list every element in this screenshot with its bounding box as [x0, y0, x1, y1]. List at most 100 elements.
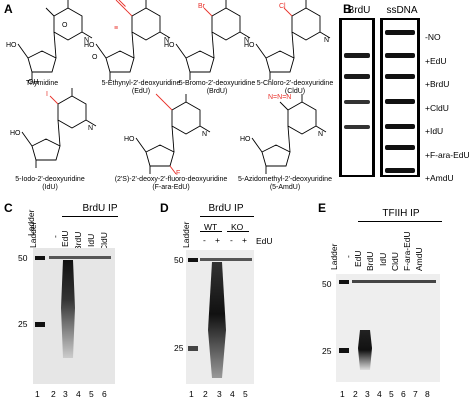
lane-number: 5: [389, 389, 394, 399]
mw-marker-50: 50: [322, 279, 332, 289]
atom-label-n: N: [84, 37, 90, 44]
lane-number: 2: [203, 389, 208, 399]
band-row-50: [352, 280, 436, 283]
atom-label-i: I: [46, 91, 48, 98]
compound-name-f-ara-edu: (2'S)-2'-deoxy-2'-fluoro-deoxyuridine (F-…: [114, 176, 228, 191]
group-bracket-wt: [200, 231, 222, 232]
lane-number: 1: [189, 389, 194, 399]
row-label-cldu: +CldU: [425, 102, 449, 113]
sign-label: -: [230, 235, 233, 245]
lane-label-amdu: AmdU: [414, 247, 424, 271]
lane-number: 3: [63, 389, 68, 399]
lane-number: 1: [340, 389, 345, 399]
lane-number: 4: [76, 389, 81, 399]
gel-title-e: TFIIH IP: [382, 208, 420, 219]
atom-label-n: N: [244, 37, 250, 44]
slot-blot-brdu: [339, 18, 375, 177]
atom-label-cl: Cl: [279, 3, 286, 10]
lane-label-edu: EdU: [60, 230, 70, 247]
band-ssdna-idu: [385, 124, 415, 129]
atom-label-azide: N=N=N: [268, 94, 292, 101]
slot-blot-bands: [344, 30, 415, 173]
atom-label-f: F: [176, 170, 181, 177]
group-bracket-ko: [227, 231, 249, 232]
mw-marker-50: 50: [18, 253, 28, 263]
atom-label-oh: OH: [28, 79, 39, 86]
lane-number: 7: [413, 389, 418, 399]
lane-label-brdu: BrdU: [365, 251, 375, 271]
compound-name-brdu: 5-Bromo-2'-deoxyuridine (BrdU): [178, 80, 256, 95]
lane-label-ladder: Ladder: [28, 221, 38, 248]
band-row-50: [200, 258, 252, 261]
mw-marker-25: 25: [322, 346, 332, 356]
band-ssdna-f-ara-edu: [385, 145, 415, 150]
row-label-edu: +EdU: [425, 55, 447, 66]
lane-label-cldu: CldU: [390, 252, 400, 271]
atom-label-ho: HO: [84, 42, 95, 49]
compound-name-amdu: 5-Azidomethyl-2'-deoxyuridine (5-AmdU): [238, 176, 332, 191]
band-brdu-cldu: [344, 100, 370, 104]
row-label-amdu: +AmdU: [425, 173, 454, 183]
gel-image-d: [186, 250, 254, 384]
gel-image-c: [33, 248, 115, 384]
lane-number: 6: [102, 389, 107, 399]
atom-label-o: O: [92, 54, 98, 61]
mw-marker-50: 50: [174, 255, 184, 265]
band-ssdna-amdu: [385, 168, 415, 173]
mw-marker-25: 25: [18, 319, 28, 329]
lane-label-idu: IdU: [86, 233, 96, 247]
atom-label-ho: HO: [6, 42, 17, 49]
row-label-brdu: +BrdU: [425, 79, 450, 89]
wt-edu-smear: [208, 262, 226, 378]
ladder-band-50: [188, 258, 198, 262]
ladder-band-25: [339, 348, 349, 353]
band-ssdna-cldu: [385, 99, 415, 104]
atom-label-n: N: [164, 37, 170, 44]
edu-smear: [358, 330, 372, 370]
row-label-f-ara-edu: +F-ara-EdU: [425, 149, 470, 160]
lane-number: 8: [425, 389, 430, 399]
blot-column-brdu: BrdU: [347, 5, 371, 16]
mw-marker-25: 25: [174, 343, 184, 353]
lane-label-minus: -: [343, 255, 353, 258]
ladder-band-25: [35, 322, 45, 327]
panel-label-d: D: [160, 201, 169, 215]
group-label-wt: WT: [204, 222, 218, 232]
ladder-band-25: [188, 346, 198, 351]
atom-label-br: Br: [198, 3, 205, 10]
compound-name-cldu: 5-Chloro-2'-deoxyuridine (CldU): [256, 80, 334, 95]
atom-label-ho: HO: [240, 136, 251, 143]
ladder-band-50: [35, 256, 45, 260]
atom-label-n: N: [88, 125, 94, 132]
title-underline: [200, 216, 254, 217]
sign-label: -: [203, 235, 206, 245]
band-brdu-idu: [344, 125, 370, 129]
compound-name-thymidine: Thymidine: [25, 80, 59, 87]
atom-label-ethynyl: ≡: [114, 25, 119, 32]
lane-number: 6: [401, 389, 406, 399]
lane-number: 3: [217, 389, 222, 399]
ladder-band-50: [339, 280, 349, 284]
lane-number: 5: [89, 389, 94, 399]
sign-label: +: [215, 235, 220, 245]
gel-title-c: BrdU IP: [82, 203, 118, 214]
title-underline: [358, 221, 442, 222]
lane-label-minus: -: [50, 235, 60, 238]
sign-label: +: [242, 235, 247, 245]
edu-smear: [61, 260, 75, 358]
lane-number: 4: [230, 389, 235, 399]
gel-image-e: [336, 274, 440, 382]
lane-number: 3: [365, 389, 370, 399]
edu-row-label: EdU: [256, 236, 273, 246]
atom-label-n: N: [324, 37, 330, 44]
lane-label-edu: EdU: [353, 250, 363, 267]
atom-label-ho: HO: [124, 136, 135, 143]
lane-number: 1: [35, 389, 40, 399]
atom-label-n: N: [318, 131, 324, 138]
lane-label-f-ara-edu: F-ara-EdU: [402, 231, 412, 271]
compound-name-edu: 5-Ethynyl-2'-deoxyuridine (EdU): [101, 80, 181, 95]
band-ssdna-no: [385, 30, 415, 35]
lane-number: 5: [243, 389, 248, 399]
gel-title-d: BrdU IP: [208, 203, 244, 214]
